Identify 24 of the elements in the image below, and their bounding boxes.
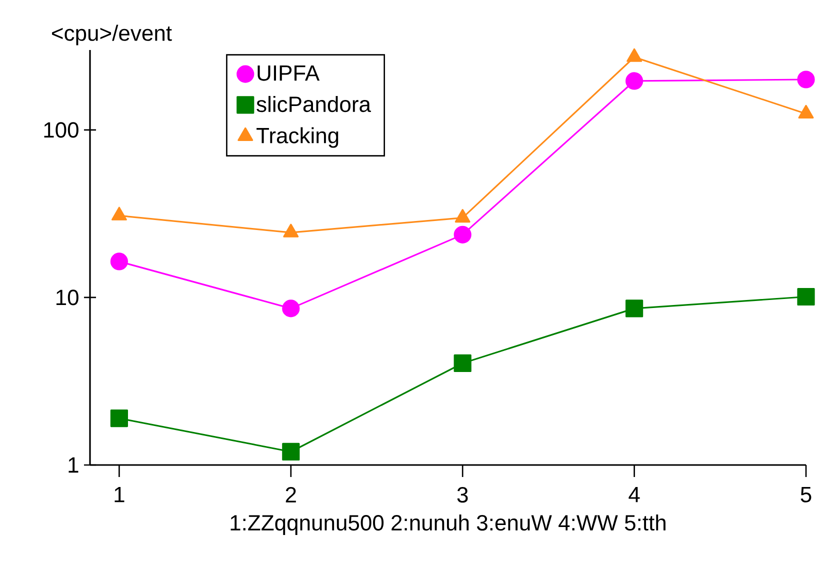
- x-tick-label: 1: [114, 487, 124, 502]
- y-tick-label: 1: [68, 457, 78, 473]
- point: [282, 300, 300, 318]
- legend-label: Tracking: [256, 127, 338, 148]
- legend-label: UIPFA: [258, 65, 320, 81]
- point: [282, 442, 300, 461]
- y-tick-label: 10: [56, 290, 78, 306]
- x-tick-label: 5: [800, 487, 812, 502]
- point: [454, 226, 472, 244]
- x-axis-title: 1:ZZqqnunu500 2:nunuh 3:enuW 4:WW 5:tth: [230, 514, 666, 535]
- point: [626, 48, 642, 62]
- x-tick-label: 4: [628, 487, 640, 502]
- legend-label: slicPandora: [256, 96, 371, 112]
- y-axis-title: <cpu>/event: [52, 24, 172, 46]
- x-tick-label: 3: [457, 487, 468, 503]
- point: [626, 300, 644, 318]
- y-tick-label: 100: [44, 122, 78, 138]
- point: [110, 252, 128, 270]
- point: [626, 72, 644, 90]
- point: [454, 354, 472, 372]
- x-tick-label: 2: [286, 487, 296, 502]
- point: [797, 288, 815, 306]
- point: [110, 410, 128, 428]
- point: [797, 70, 815, 88]
